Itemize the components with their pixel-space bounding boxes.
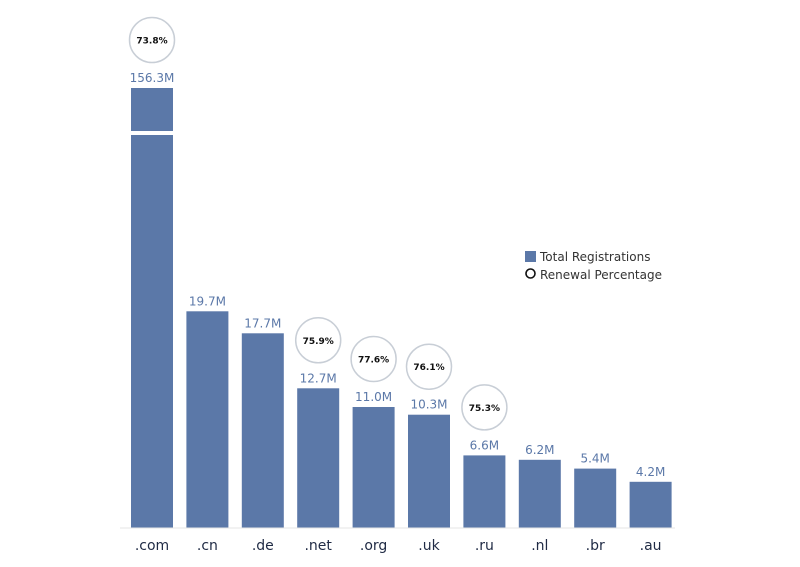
legend-swatch-total-registrations: [525, 251, 536, 262]
tick-label-org: .org: [360, 538, 387, 554]
value-label-de: 17.7M: [244, 316, 281, 330]
renewal-label-com: 73.8%: [136, 37, 167, 47]
renewal-label-net: 75.9%: [303, 337, 334, 347]
bar-cn: [186, 311, 229, 528]
legend: Total Registrations Renewal Percentage: [525, 250, 662, 282]
bar-com: [131, 135, 173, 528]
value-label-org: 11.0M: [355, 390, 392, 404]
tick-label-au: .au: [640, 538, 662, 554]
x-tick-labels-layer: .com .cn .de .net .org .uk .ru .nl .br .au: [135, 538, 662, 554]
renewal-circle-uk: [405, 343, 453, 390]
bar-br: [574, 468, 617, 528]
bar-ru: [463, 455, 506, 528]
renewal-circles-layer: 73.8% 75.9% 77.6% 76.1% 75.3%: [128, 16, 508, 431]
value-labels-layer: 156.3M 19.7M 17.7M 12.7M 11.0M 10.3M 6.6M 6.2M 5…: [130, 71, 666, 479]
legend-label-total-registrations: Total Registrations: [539, 250, 650, 264]
bar-net: [297, 388, 340, 528]
tick-label-de: .de: [252, 538, 274, 554]
tick-label-ru: .ru: [475, 538, 494, 554]
bar-de: [241, 333, 284, 528]
bar-nl: [518, 459, 561, 528]
renewal-circle-com: [128, 16, 176, 64]
tick-label-net: .net: [304, 538, 332, 554]
tick-label-uk: .uk: [418, 538, 440, 554]
bar-org: [352, 407, 395, 528]
legend-swatch-renewal-percentage: [525, 268, 536, 279]
bar-au: [629, 481, 672, 528]
renewal-label-uk: 76.1%: [413, 363, 444, 373]
renewal-label-org: 77.6%: [358, 356, 389, 366]
value-label-br: 5.4M: [580, 452, 609, 466]
renewal-circle-ru: [461, 384, 508, 431]
tick-label-br: .br: [586, 538, 605, 554]
tick-label-nl: .nl: [531, 538, 548, 554]
bar-com-upper: [131, 88, 173, 131]
value-label-net: 12.7M: [300, 371, 337, 385]
legend-label-renewal-percentage: Renewal Percentage: [540, 268, 662, 282]
value-label-nl: 6.2M: [525, 443, 554, 457]
tick-label-com: .com: [135, 538, 169, 554]
value-label-cn: 19.7M: [189, 294, 226, 308]
renewal-circle-net: [294, 317, 342, 364]
value-label-com: 156.3M: [130, 71, 175, 85]
value-label-ru: 6.6M: [470, 438, 499, 452]
value-label-au: 4.2M: [636, 465, 665, 479]
bars-layer: [131, 88, 672, 528]
renewal-label-ru: 75.3%: [469, 404, 500, 414]
tick-label-cn: .cn: [197, 538, 218, 554]
renewal-circle-org: [350, 335, 397, 383]
bar-uk: [408, 414, 450, 528]
value-label-uk: 10.3M: [410, 398, 447, 412]
